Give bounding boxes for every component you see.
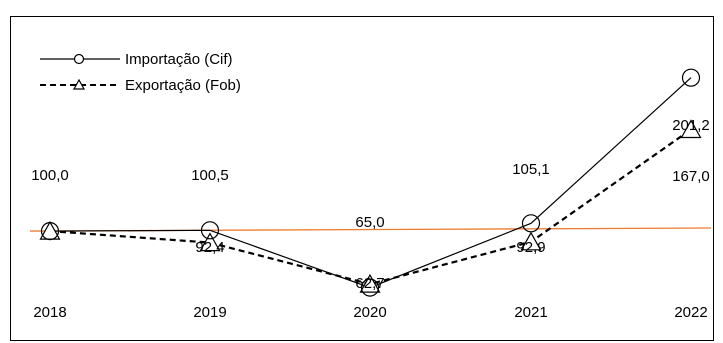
x-tick-label-2021: 2021 bbox=[514, 304, 547, 321]
x-tick-label-2022: 2022 bbox=[674, 304, 707, 321]
marker-importacao-2020 bbox=[360, 278, 380, 297]
marker-exportacao-2019 bbox=[199, 232, 221, 252]
marker-exportacao-2022 bbox=[680, 119, 702, 139]
marker-importacao-2021 bbox=[521, 214, 541, 233]
x-tick-label-2019: 2019 bbox=[193, 304, 226, 321]
marker-importacao-2018 bbox=[40, 222, 60, 241]
data-label-importacao-2018: 100,0 bbox=[31, 167, 69, 184]
legend-triangle-icon bbox=[72, 78, 86, 90]
marker-exportacao-2021 bbox=[520, 231, 542, 251]
legend: Importação (Cif) Exportação (Fob) bbox=[40, 51, 241, 94]
legend-label-importacao: Importação (Cif) bbox=[125, 51, 233, 68]
marker-exportacao-2020 bbox=[359, 273, 381, 293]
legend-circle-icon bbox=[73, 53, 85, 65]
x-tick-label-2020: 2020 bbox=[353, 304, 386, 321]
data-label-importacao-2021: 105,1 bbox=[512, 161, 550, 178]
label-layer: 100,0 100,5 62,7 105,1 201,2 92,4 65,0 92,9 167,… bbox=[31, 117, 710, 292]
data-label-exportacao-2019: 92,4 bbox=[195, 239, 224, 256]
data-label-exportacao-2021: 92,9 bbox=[516, 239, 545, 256]
data-label-importacao-2019: 100,5 bbox=[191, 167, 229, 184]
marker-importacao-2019 bbox=[200, 221, 220, 240]
tick-layer: 2018 2019 2020 2021 2022 bbox=[33, 304, 707, 321]
x-tick-label-2018: 2018 bbox=[33, 304, 66, 321]
data-label-exportacao-2022: 167,0 bbox=[672, 168, 710, 185]
legend-label-exportacao: Exportação (Fob) bbox=[125, 77, 241, 94]
marker-importacao-2022 bbox=[681, 68, 701, 87]
data-label-exportacao-2020: 65,0 bbox=[355, 214, 384, 231]
marker-layer bbox=[39, 68, 702, 297]
data-label-importacao-2020: 62,7 bbox=[355, 275, 384, 292]
data-label-importacao-2022: 201,2 bbox=[672, 117, 710, 134]
